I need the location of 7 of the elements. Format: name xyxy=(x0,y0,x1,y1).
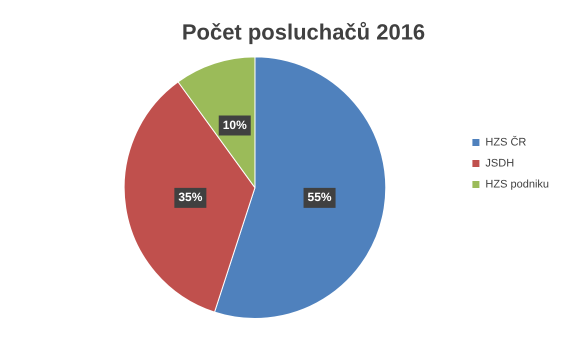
chart-title: Počet posluchačů 2016 xyxy=(182,19,426,44)
data-label: 55% xyxy=(308,190,332,204)
legend-label: HZS ČR xyxy=(485,136,526,149)
data-label: 35% xyxy=(178,190,203,204)
legend-label: JSDH xyxy=(485,158,514,170)
data-label: 10% xyxy=(222,118,248,132)
legend-label: HZS podniku xyxy=(485,178,550,191)
